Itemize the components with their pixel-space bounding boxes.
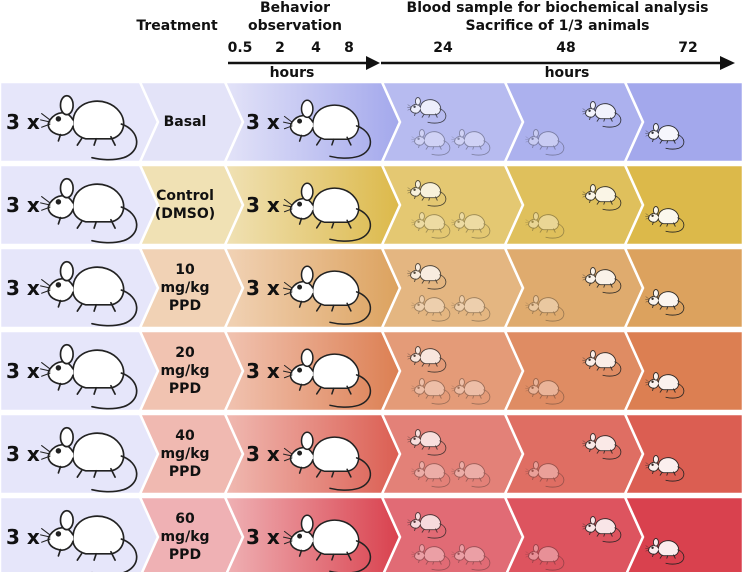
timeline-arrow-left: [228, 56, 380, 70]
treatment-line: 20: [175, 345, 195, 361]
behavior-header-line1: Behavior: [259, 0, 331, 16]
treatment-line: PPD: [168, 381, 202, 397]
observed-count-label: 3 x: [246, 193, 280, 217]
group-count-label: 3 x: [6, 193, 40, 217]
tick-0.5: 0.5: [227, 40, 253, 56]
sacrifice-header: Sacrifice of 1/3 animals: [465, 18, 650, 34]
behavior-header-line2: observation: [247, 18, 343, 34]
group-count-label: 3 x: [6, 359, 40, 383]
segment-sample-24h: [380, 412, 525, 496]
observed-count-label: 3 x: [246, 359, 280, 383]
row-6: [0, 495, 743, 572]
treatment-line: Control: [156, 188, 214, 204]
treatment-line: 60: [175, 511, 195, 527]
treatment-label: Basal: [140, 113, 230, 131]
tick-2: 2: [275, 40, 285, 56]
segment-sample-48h: [503, 329, 645, 413]
hours-label-left: hours: [269, 65, 315, 81]
treatment-line: PPD: [168, 464, 202, 480]
treatment-line: mg/kg: [160, 280, 210, 296]
group-count-label: 3 x: [6, 110, 40, 134]
segment-sample-72h: [623, 163, 743, 247]
observed-count-label: 3 x: [246, 442, 280, 466]
treatment-line: 40: [175, 428, 195, 444]
segment-sample-48h: [503, 412, 645, 496]
row-5: [0, 412, 743, 496]
treatment-header: Treatment: [136, 18, 218, 34]
treatment-label: 20 mg/kg PPD: [140, 344, 230, 398]
treatment-line: mg/kg: [160, 529, 210, 545]
segment-sample-72h: [623, 495, 743, 572]
observed-count-label: 3 x: [246, 276, 280, 300]
segment-sample-48h: [503, 246, 645, 330]
segment-sample-24h: [380, 246, 525, 330]
timeline-arrow-right: [381, 56, 735, 70]
treatment-line: mg/kg: [160, 446, 210, 462]
observed-count-label: 3 x: [246, 110, 280, 134]
hours-label-right: hours: [544, 65, 590, 81]
segment-sample-72h: [623, 412, 743, 496]
tick-24: 24: [433, 40, 453, 56]
row-1: [0, 80, 743, 164]
row-4: [0, 329, 743, 413]
segment-sample-48h: [503, 495, 645, 572]
segment-sample-24h: [380, 329, 525, 413]
group-count-label: 3 x: [6, 442, 40, 466]
segment-sample-48h: [503, 163, 645, 247]
treatment-line: (DMSO): [154, 206, 216, 222]
segment-sample-72h: [623, 246, 743, 330]
treatment-line: PPD: [168, 298, 202, 314]
treatment-label: 40 mg/kg PPD: [140, 427, 230, 481]
blood-sample-header: Blood sample for biochemical analysis: [406, 0, 709, 16]
treatment-line: 10: [175, 262, 195, 278]
treatment-label: 10 mg/kg PPD: [140, 261, 230, 315]
segment-sample-24h: [380, 80, 525, 164]
row-3: [0, 246, 743, 330]
tick-8: 8: [344, 40, 354, 56]
treatment-line: mg/kg: [160, 363, 210, 379]
tick-72: 72: [678, 40, 698, 56]
group-count-label: 3 x: [6, 276, 40, 300]
segment-sample-48h: [503, 80, 645, 164]
row-2: [0, 163, 743, 247]
treatment-line: PPD: [168, 547, 202, 563]
segment-sample-24h: [380, 163, 525, 247]
segment-sample-24h: [380, 495, 525, 572]
treatment-label: 60 mg/kg PPD: [140, 510, 230, 564]
treatment-line: Basal: [163, 114, 207, 130]
treatment-label: Control (DMSO): [140, 187, 230, 223]
group-count-label: 3 x: [6, 525, 40, 549]
tick-4: 4: [311, 40, 321, 56]
segment-sample-72h: [623, 80, 743, 164]
tick-48: 48: [556, 40, 576, 56]
segment-sample-72h: [623, 329, 743, 413]
observed-count-label: 3 x: [246, 525, 280, 549]
